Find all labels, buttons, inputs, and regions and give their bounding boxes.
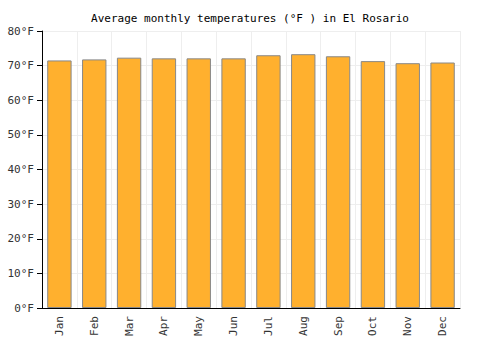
svg-text:20°F: 20°F xyxy=(8,232,35,245)
svg-text:May: May xyxy=(192,316,205,336)
svg-text:Average monthly temperatures (: Average monthly temperatures (°F ) in El… xyxy=(91,12,409,25)
svg-text:Aug: Aug xyxy=(297,316,310,336)
svg-text:Jan: Jan xyxy=(53,316,66,336)
svg-text:80°F: 80°F xyxy=(8,25,35,38)
svg-text:60°F: 60°F xyxy=(8,94,35,107)
svg-text:Dec: Dec xyxy=(436,316,449,336)
svg-text:30°F: 30°F xyxy=(8,198,35,211)
svg-text:70°F: 70°F xyxy=(8,59,35,72)
svg-text:0°F: 0°F xyxy=(14,302,34,315)
svg-text:50°F: 50°F xyxy=(8,128,35,141)
svg-text:Sep: Sep xyxy=(332,316,345,336)
svg-text:10°F: 10°F xyxy=(8,267,35,280)
svg-text:40°F: 40°F xyxy=(8,163,35,176)
svg-text:Oct: Oct xyxy=(366,316,379,336)
svg-text:Jun: Jun xyxy=(227,316,240,336)
svg-text:Feb: Feb xyxy=(88,316,101,336)
svg-text:Mar: Mar xyxy=(123,316,136,336)
svg-text:Jul: Jul xyxy=(262,316,275,336)
svg-text:Nov: Nov xyxy=(401,316,414,336)
svg-text:Apr: Apr xyxy=(157,316,170,336)
